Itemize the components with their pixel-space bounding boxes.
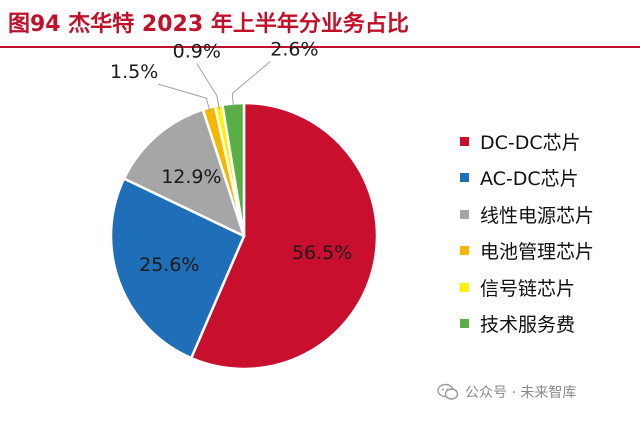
legend-item: 线性电源芯片 <box>460 196 635 233</box>
leader-line <box>196 63 220 110</box>
pie-slice-3 <box>122 108 246 238</box>
legend-label: 电池管理芯片 <box>480 241 595 264</box>
pie-slice-2 <box>109 177 246 360</box>
legend-label: 信号链芯片 <box>480 277 576 300</box>
pie-slice-1 <box>189 101 379 371</box>
legend-item: 信号链芯片 <box>460 269 635 306</box>
leader-line <box>158 83 211 112</box>
legend-swatch <box>460 319 469 329</box>
legend-label: DC-DC芯片 <box>480 131 581 154</box>
watermark-text: 公众号 · 未来智库 <box>465 385 577 401</box>
slice-value-label: 1.5% <box>110 61 158 83</box>
legend-label: 线性电源芯片 <box>480 204 595 227</box>
chart-legend: DC-DC芯片 AC-DC芯片 线性电源芯片 电池管理芯片 信号链芯片技术服务费 <box>460 123 635 342</box>
legend-item: AC-DC芯片 <box>460 160 635 197</box>
legend-swatch <box>460 136 469 146</box>
leader-line <box>231 61 271 108</box>
wechat-icon <box>437 383 459 400</box>
slice-value-label: 25.6% <box>139 254 199 276</box>
slice-value-label: 2.6% <box>270 39 318 61</box>
legend-swatch <box>460 282 469 292</box>
legend-swatch <box>460 209 469 219</box>
slice-value-label: 0.9% <box>173 41 221 63</box>
slice-value-label: 56.5% <box>292 242 352 264</box>
title-underline <box>0 46 640 48</box>
chart-title: 图94 杰华特 2023 年上半年分业务占比 <box>8 12 409 37</box>
watermark: 公众号 · 未来智库 <box>437 382 576 402</box>
legend-item: 电池管理芯片 <box>460 233 635 270</box>
legend-swatch <box>460 246 469 256</box>
legend-item: DC-DC芯片 <box>460 123 635 160</box>
legend-item: 技术服务费 <box>460 306 635 343</box>
legend-swatch <box>460 173 469 183</box>
slice-value-label: 12.9% <box>161 166 221 188</box>
legend-label: AC-DC芯片 <box>480 168 579 191</box>
legend-label: 技术服务费 <box>480 314 576 337</box>
